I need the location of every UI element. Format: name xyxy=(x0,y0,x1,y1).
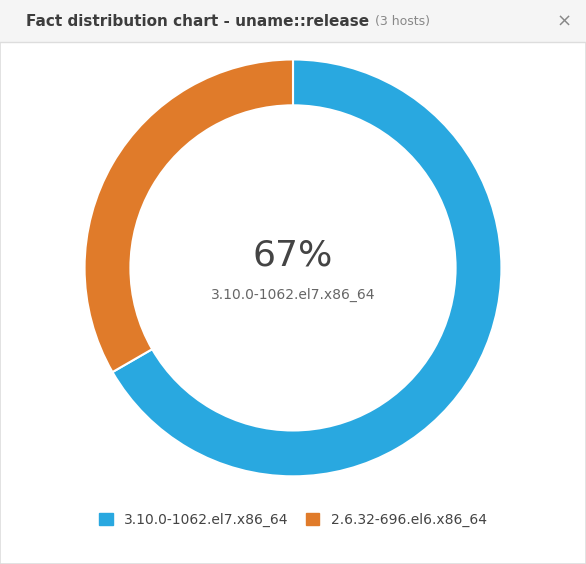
Text: (3 hosts): (3 hosts) xyxy=(375,15,430,28)
Text: ×: × xyxy=(556,12,571,30)
Text: 67%: 67% xyxy=(253,239,333,272)
Text: Fact distribution chart - uname::release: Fact distribution chart - uname::release xyxy=(26,14,370,29)
Text: 3.10.0-1062.el7.x86_64: 3.10.0-1062.el7.x86_64 xyxy=(211,288,375,302)
Wedge shape xyxy=(84,59,293,372)
Legend: 3.10.0-1062.el7.x86_64, 2.6.32-696.el6.x86_64: 3.10.0-1062.el7.x86_64, 2.6.32-696.el6.x… xyxy=(100,513,486,527)
Wedge shape xyxy=(113,59,502,477)
